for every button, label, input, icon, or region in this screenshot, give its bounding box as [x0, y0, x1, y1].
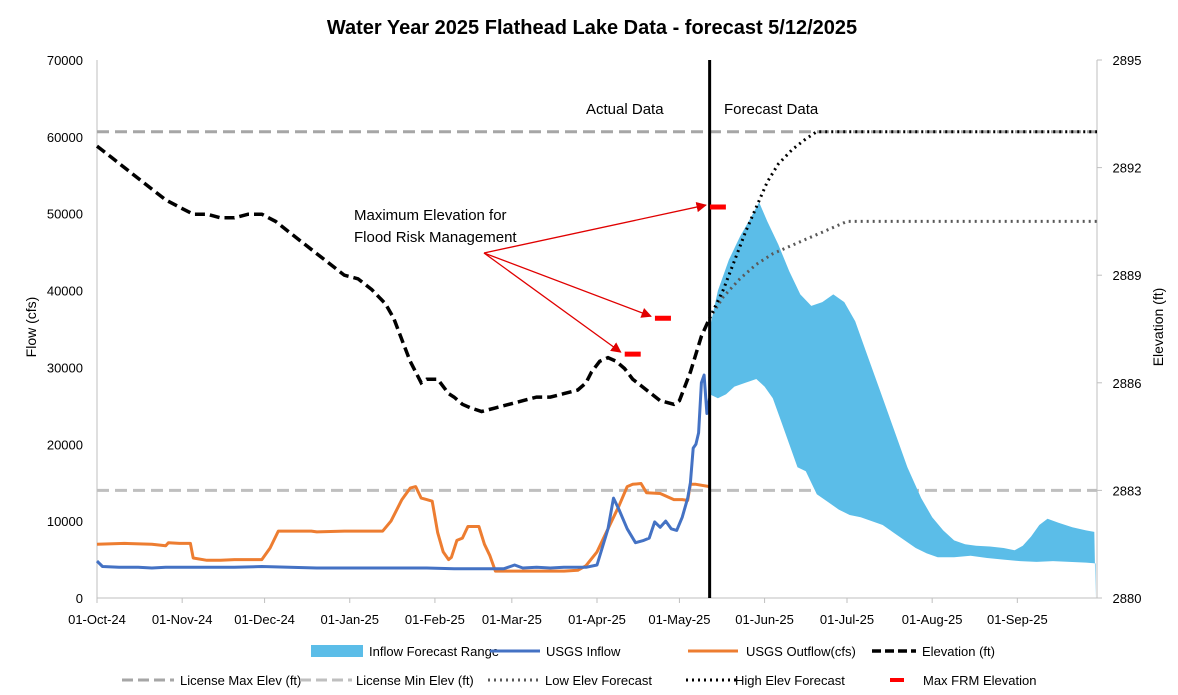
y2-axis-label: Elevation (ft)	[1150, 288, 1166, 367]
annotation-arrow	[483, 201, 707, 254]
legend-label: Low Elev Forecast	[545, 673, 652, 688]
legend-label: Inflow Forecast Range	[369, 644, 499, 659]
annotation-line-2: Flood Risk Management	[354, 229, 517, 246]
legend-usgs-inflow: USGS Inflow	[490, 644, 621, 659]
x-tick-label: 01-May-25	[648, 612, 710, 627]
y2-tick-label: 2892	[1113, 161, 1142, 176]
usgs-outflow-line	[96, 482, 710, 573]
actual-data-label: Actual Data	[586, 101, 664, 118]
legend-high-elev-forecast: High Elev Forecast	[686, 673, 845, 688]
y-tick-label: 0	[76, 591, 83, 606]
legend-swatch	[311, 645, 363, 657]
y-tick-label: 20000	[47, 437, 83, 452]
y-tick-label: 60000	[47, 130, 83, 145]
y-tick-label: 40000	[47, 284, 83, 299]
legend-inflow-forecast-range: Inflow Forecast Range	[311, 644, 499, 659]
x-tick-label: 01-Mar-25	[482, 612, 542, 627]
y-tick-label: 70000	[47, 53, 83, 68]
y-tick-label: 50000	[47, 207, 83, 222]
legend-low-elev-forecast: Low Elev Forecast	[488, 673, 652, 688]
legend-label: Elevation (ft)	[922, 644, 995, 659]
x-tick-label: 01-Feb-25	[405, 612, 465, 627]
x-tick-label: 01-Apr-25	[568, 612, 626, 627]
y-axis-left: 0 10000 20000 30000 40000 50000 60000 70000	[47, 53, 83, 606]
x-tick-label: 01-Jan-25	[320, 612, 379, 627]
legend-license-max: License Max Elev (ft)	[122, 673, 301, 688]
legend-label: Max FRM Elevation	[923, 673, 1036, 688]
x-tick-label: 01-Nov-24	[152, 612, 213, 627]
legend: Inflow Forecast Range USGS Inflow USGS Out…	[122, 644, 1036, 688]
y2-tick-label: 2895	[1113, 53, 1142, 68]
y2-tick-label: 2880	[1113, 591, 1142, 606]
series-layer	[95, 60, 1097, 598]
x-axis: 01-Oct-24 01-Nov-24 01-Dec-24 01-Jan-25 01-F…	[68, 598, 1048, 627]
legend-elevation: Elevation (ft)	[872, 644, 995, 659]
legend-label: High Elev Forecast	[735, 673, 845, 688]
x-tick-label: 01-Jun-25	[735, 612, 794, 627]
chart-title: Water Year 2025 Flathead Lake Data - for…	[327, 17, 857, 39]
y2-tick-label: 2886	[1113, 376, 1142, 391]
y-axis-right: 2880 2883 2886 2889 2892 2895	[1097, 53, 1141, 606]
y2-tick-label: 2883	[1113, 483, 1142, 498]
y-axis-label: Flow (cfs)	[23, 297, 39, 358]
legend-label: USGS Outflow(cfs)	[746, 644, 856, 659]
x-tick-label: 01-Dec-24	[234, 612, 295, 627]
legend-usgs-outflow: USGS Outflow(cfs)	[688, 644, 856, 659]
annotation-line-1: Maximum Elevation for	[354, 207, 507, 224]
low-elev-forecast-line	[708, 219, 1097, 320]
y-tick-label: 30000	[47, 360, 83, 375]
annotation-arrow	[483, 252, 652, 318]
legend-label: License Max Elev (ft)	[180, 673, 301, 688]
x-tick-label: 01-Aug-25	[902, 612, 963, 627]
x-tick-label: 01-Sep-25	[987, 612, 1048, 627]
high-elev-forecast-line	[708, 130, 1097, 319]
x-tick-label: 01-Oct-24	[68, 612, 126, 627]
x-tick-label: 01-Jul-25	[820, 612, 874, 627]
legend-license-min: License Min Elev (ft)	[300, 673, 474, 688]
legend-label: USGS Inflow	[546, 644, 621, 659]
annotation-arrows	[483, 201, 707, 353]
forecast-data-label: Forecast Data	[724, 101, 819, 118]
legend-max-frm: Max FRM Elevation	[890, 673, 1036, 688]
y2-tick-label: 2889	[1113, 268, 1142, 283]
usgs-inflow-line	[95, 373, 712, 571]
annotation-arrow	[483, 252, 622, 353]
y-tick-label: 10000	[47, 514, 83, 529]
inflow-forecast-range-area	[709, 202, 1096, 598]
plot-area	[96, 60, 1098, 599]
elevation-line	[95, 144, 712, 414]
legend-label: License Min Elev (ft)	[356, 673, 474, 688]
